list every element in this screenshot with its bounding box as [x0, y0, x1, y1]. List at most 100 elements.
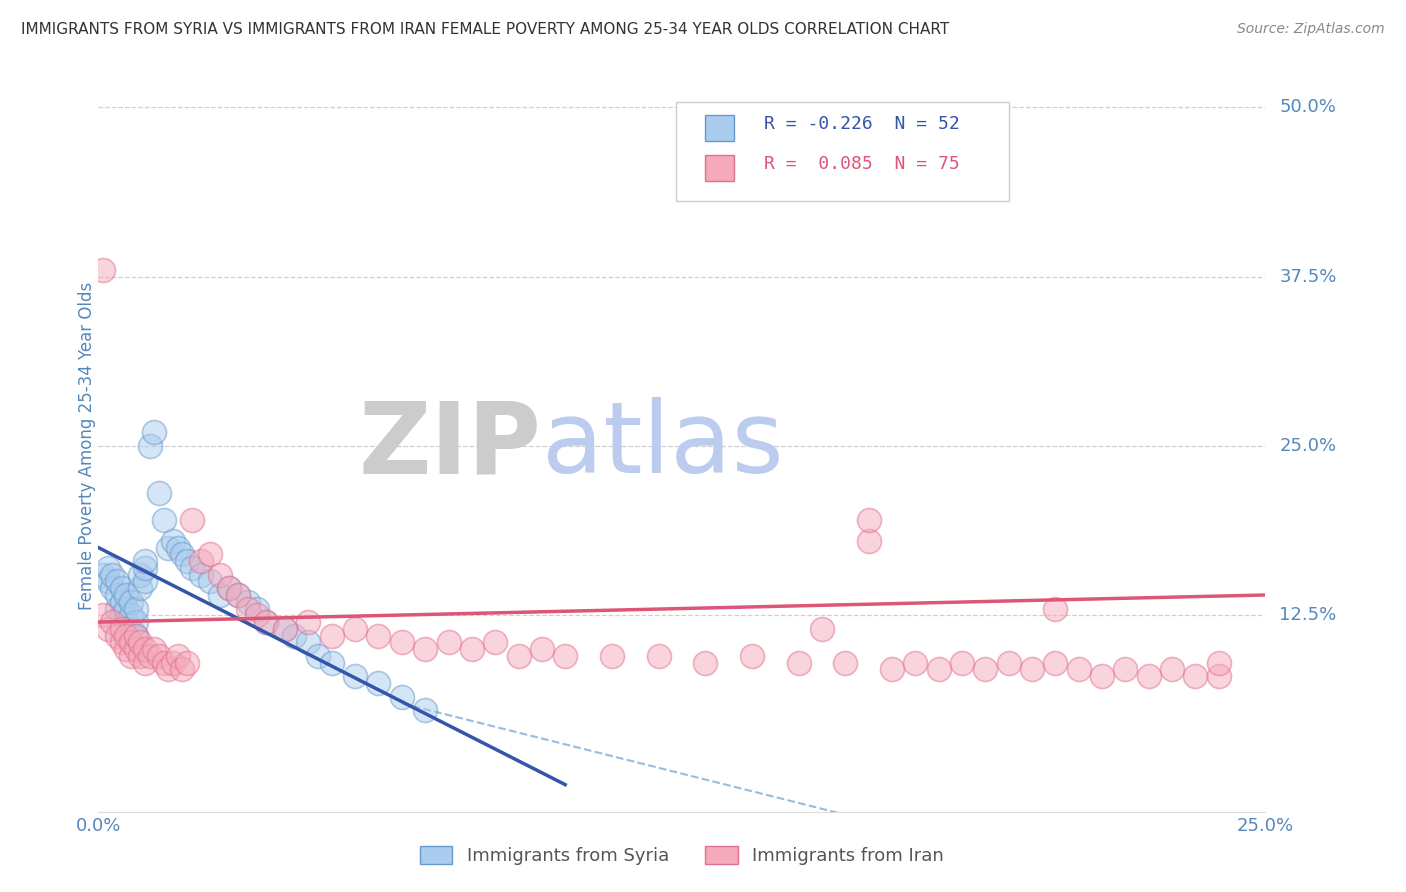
Point [200, 574, 222, 589]
Point [787, 656, 810, 670]
Point [176, 554, 198, 568]
Point [120, 622, 142, 636]
Point [236, 601, 259, 615]
Point [120, 648, 142, 663]
Point [834, 656, 856, 670]
Point [437, 635, 460, 649]
Point [228, 588, 250, 602]
Point [111, 581, 134, 595]
Text: Source: ZipAtlas.com: Source: ZipAtlas.com [1237, 22, 1385, 37]
Point [367, 676, 389, 690]
Point [134, 561, 156, 575]
Text: IMMIGRANTS FROM SYRIA VS IMMIGRANTS FROM IRAN FEMALE POVERTY AMONG 25-34 YEAR OL: IMMIGRANTS FROM SYRIA VS IMMIGRANTS FROM… [21, 22, 949, 37]
Point [344, 622, 367, 636]
Point [997, 656, 1019, 670]
Point [413, 642, 436, 657]
Point [508, 648, 530, 663]
Point [256, 615, 278, 629]
Point [152, 514, 174, 528]
Point [176, 656, 198, 670]
Point [928, 663, 950, 677]
Point [101, 615, 124, 629]
Point [274, 622, 297, 636]
Text: atlas: atlas [541, 398, 783, 494]
FancyBboxPatch shape [676, 103, 1008, 201]
Point [218, 581, 240, 595]
Point [180, 514, 202, 528]
Point [484, 635, 506, 649]
Point [120, 595, 142, 609]
Text: R =  0.085  N = 75: R = 0.085 N = 75 [763, 155, 959, 173]
Point [208, 588, 231, 602]
Point [125, 629, 148, 643]
Point [391, 690, 413, 704]
Point [125, 642, 148, 657]
Point [1208, 656, 1230, 670]
Point [111, 622, 134, 636]
Point [858, 533, 880, 548]
Bar [706, 115, 734, 141]
Point [283, 629, 305, 643]
Point [1208, 669, 1230, 683]
Point [321, 629, 343, 643]
Point [162, 656, 184, 670]
Point [1045, 656, 1067, 670]
Point [101, 581, 124, 595]
Point [97, 561, 120, 575]
Point [134, 554, 156, 568]
Point [858, 514, 880, 528]
Point [139, 439, 162, 453]
Point [246, 608, 269, 623]
Point [950, 656, 973, 670]
Point [134, 642, 156, 657]
Point [105, 629, 128, 643]
Point [105, 601, 128, 615]
Point [974, 663, 997, 677]
Point [172, 547, 194, 561]
Point [91, 263, 114, 277]
Point [105, 588, 128, 602]
Point [97, 574, 120, 589]
Point [172, 663, 194, 677]
Point [111, 635, 134, 649]
Point [695, 656, 717, 670]
Point [647, 648, 669, 663]
Point [208, 567, 231, 582]
Point [139, 648, 162, 663]
Point [218, 581, 240, 595]
Point [120, 635, 142, 649]
Point [1137, 669, 1160, 683]
Point [600, 648, 623, 663]
Point [152, 656, 174, 670]
Point [129, 581, 152, 595]
Point [1184, 669, 1206, 683]
Point [91, 608, 114, 623]
Point [904, 656, 927, 670]
Text: 12.5%: 12.5% [1279, 607, 1337, 624]
Text: 37.5%: 37.5% [1279, 268, 1337, 285]
Point [246, 601, 269, 615]
Point [143, 425, 166, 440]
Text: R = -0.226  N = 52: R = -0.226 N = 52 [763, 115, 959, 133]
Y-axis label: Female Poverty Among 25-34 Year Olds: Female Poverty Among 25-34 Year Olds [79, 282, 96, 610]
Point [367, 629, 389, 643]
Point [143, 642, 166, 657]
Point [236, 595, 259, 609]
Point [111, 595, 134, 609]
Legend: Immigrants from Syria, Immigrants from Iran: Immigrants from Syria, Immigrants from I… [413, 838, 950, 872]
Point [157, 541, 180, 555]
Point [162, 533, 184, 548]
Point [321, 656, 343, 670]
Point [97, 622, 120, 636]
Point [1045, 601, 1067, 615]
Point [391, 635, 413, 649]
Point [297, 615, 319, 629]
Bar [706, 155, 734, 181]
Point [148, 486, 170, 500]
Point [125, 601, 148, 615]
Point [190, 567, 212, 582]
Point [228, 588, 250, 602]
Point [1021, 663, 1043, 677]
Point [91, 567, 114, 582]
Point [461, 642, 484, 657]
